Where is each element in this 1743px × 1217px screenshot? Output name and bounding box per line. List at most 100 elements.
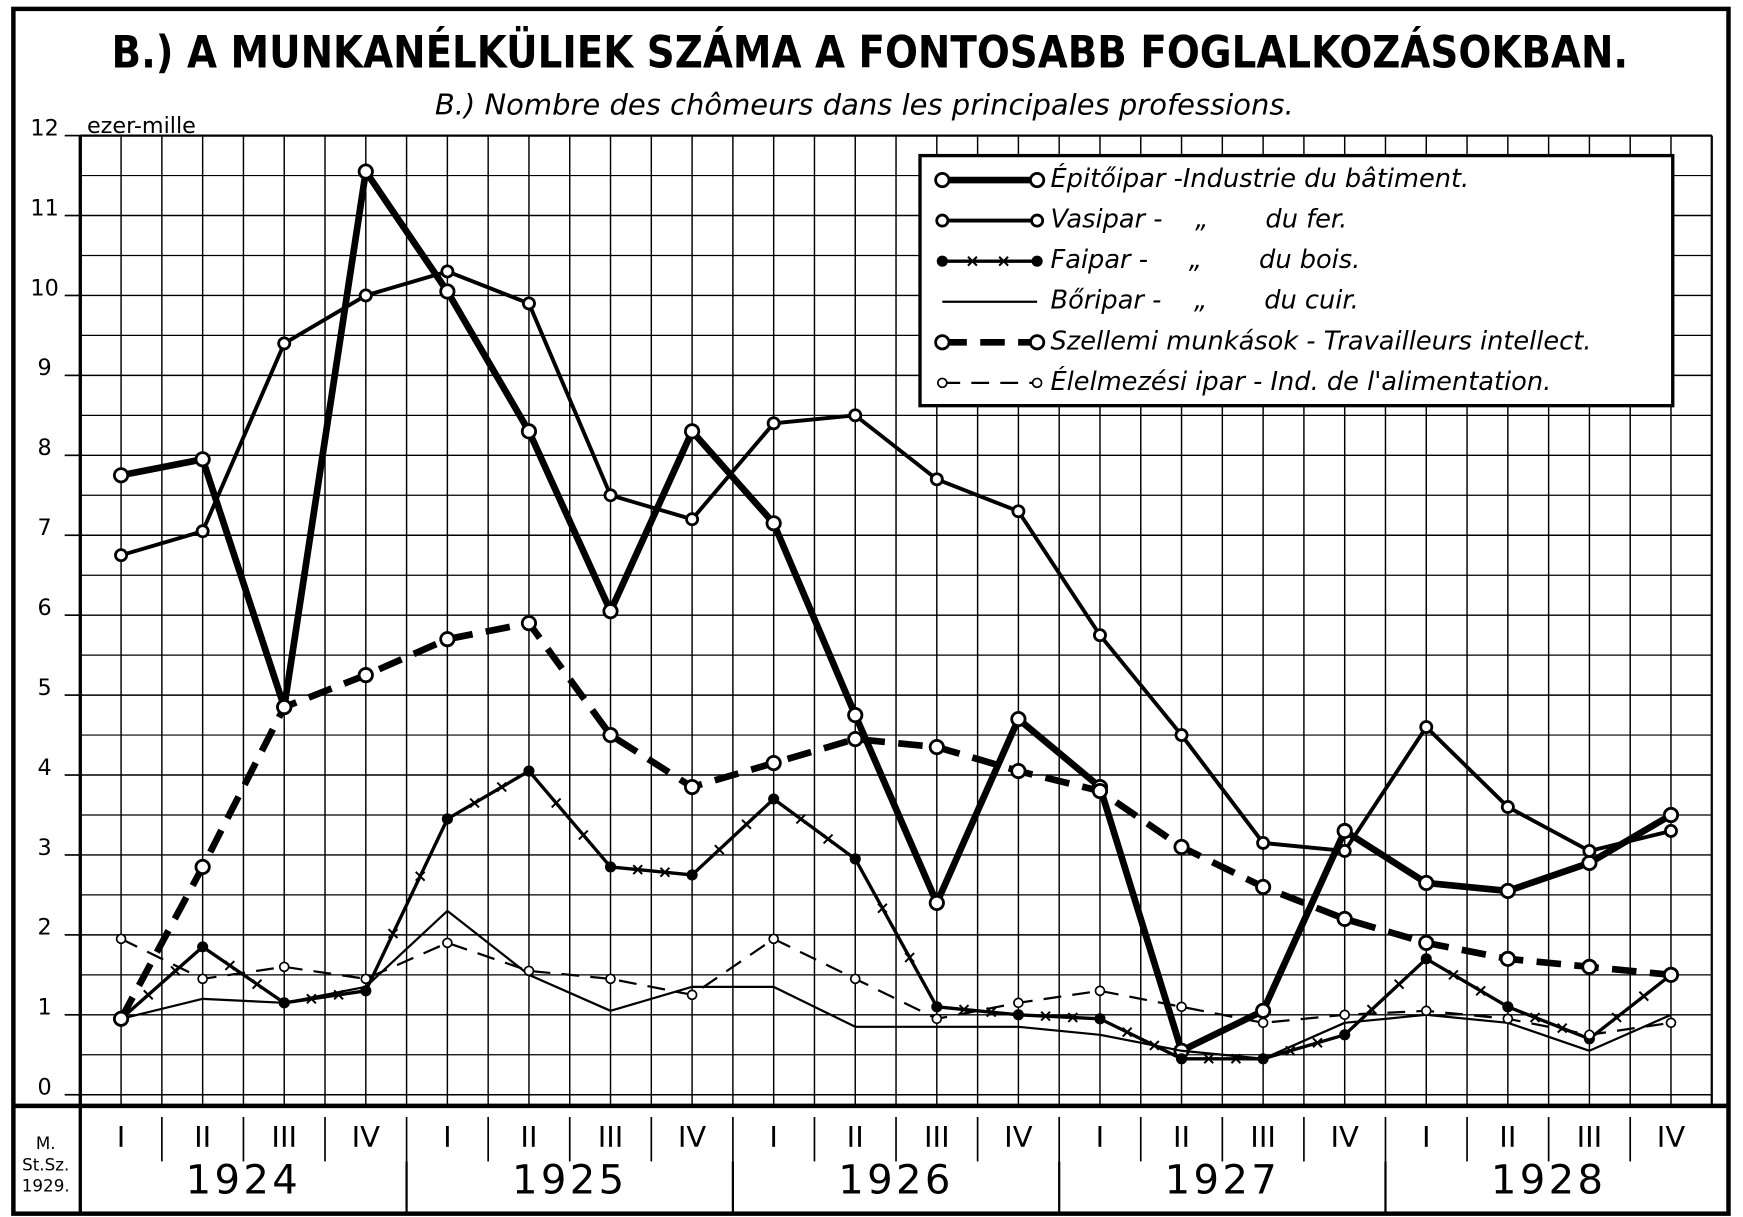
- x-marker: [1040, 1010, 1051, 1022]
- x-marker: [1393, 979, 1405, 990]
- x-marker: [632, 864, 643, 875]
- y-tick-label: 9: [38, 355, 52, 381]
- x-marker: [877, 903, 888, 914]
- marker: [929, 472, 944, 487]
- marker: [847, 731, 864, 748]
- marker: [934, 171, 951, 189]
- legend-label: Vasipar - „ du fer.: [1050, 205, 1347, 235]
- marker: [1500, 800, 1515, 814]
- marker: [684, 778, 701, 796]
- x-marker: [1448, 969, 1459, 981]
- marker: [1662, 806, 1680, 824]
- marker: [847, 707, 864, 724]
- x-marker: [795, 813, 807, 825]
- marker: [114, 548, 129, 563]
- marker: [112, 1010, 130, 1027]
- year-label: 1927: [1165, 1158, 1281, 1204]
- x-marker: [469, 797, 480, 809]
- marker: [1094, 1013, 1106, 1025]
- marker: [1029, 171, 1046, 189]
- legend-label: Élelmezési ipar - Ind. de l'alimentation…: [1050, 367, 1551, 397]
- x-tick-label: III: [1250, 1120, 1276, 1154]
- year-label: 1924: [186, 1158, 302, 1204]
- x-marker: [1638, 991, 1649, 1002]
- chart-subtitle: B.) Nombre des chômeurs dans les princip…: [435, 88, 1294, 122]
- marker: [848, 408, 863, 423]
- marker: [849, 973, 861, 985]
- marker: [1418, 934, 1435, 951]
- x-marker: [387, 928, 399, 939]
- marker: [1499, 950, 1516, 967]
- y-tick-label: 0: [38, 1075, 52, 1101]
- y-tick-label: 8: [38, 435, 52, 461]
- marker: [520, 423, 538, 440]
- marker: [934, 334, 951, 351]
- x-marker: [578, 829, 589, 841]
- x-tick-label: I: [1422, 1120, 1431, 1154]
- y-tick-label: 1: [38, 995, 52, 1021]
- x-tick-label: IV: [1657, 1120, 1686, 1154]
- series-line: [120, 909, 1672, 1060]
- marker: [1419, 720, 1434, 735]
- legend-box: [918, 153, 1675, 408]
- marker: [1176, 1001, 1187, 1013]
- frame: [11, 6, 1731, 1216]
- marker: [1581, 958, 1598, 975]
- marker: [520, 615, 538, 632]
- x-tick-label: IV: [1330, 1120, 1359, 1154]
- marker: [360, 973, 372, 985]
- x-marker: [496, 781, 507, 793]
- marker: [1256, 836, 1271, 850]
- x-marker: [251, 979, 263, 990]
- marker: [1010, 762, 1027, 780]
- series: [114, 264, 1678, 858]
- marker: [602, 727, 619, 744]
- marker: [1584, 1029, 1595, 1041]
- marker: [604, 861, 617, 873]
- marker: [115, 933, 127, 945]
- marker: [194, 451, 211, 468]
- marker: [1175, 1053, 1188, 1065]
- x-marker: [998, 256, 1009, 267]
- year-label: 1925: [512, 1158, 628, 1204]
- marker: [1255, 1002, 1272, 1019]
- marker: [686, 869, 698, 881]
- marker: [523, 965, 535, 977]
- marker: [1665, 1017, 1677, 1029]
- series: [115, 933, 1677, 1041]
- series-line: [120, 168, 1673, 1055]
- marker: [1582, 844, 1597, 858]
- marker: [442, 937, 453, 949]
- marker: [195, 524, 210, 539]
- x-tick-label: I: [769, 1120, 778, 1154]
- marker: [849, 853, 861, 865]
- marker: [1011, 504, 1026, 519]
- series-line: [120, 937, 1672, 1036]
- x-tick-label: I: [443, 1120, 452, 1154]
- marker: [197, 941, 209, 953]
- marker: [358, 288, 373, 303]
- x-marker: [1475, 985, 1486, 996]
- marker: [112, 467, 130, 484]
- marker: [1255, 878, 1272, 895]
- x-tick-label: II: [1173, 1120, 1190, 1154]
- y-tick-label: 12: [30, 115, 58, 141]
- y-tick-label: 2: [38, 915, 52, 941]
- marker: [1336, 910, 1353, 927]
- marker: [357, 667, 374, 684]
- y-tick-label: 10: [30, 275, 58, 301]
- y-tick-label: 4: [38, 755, 52, 781]
- x-marker: [1312, 1037, 1323, 1048]
- legend-entry: Szellemi munkások - Travailleurs intelle…: [934, 326, 1591, 356]
- marker: [1662, 966, 1680, 983]
- legend-entry: Bőripar - „ du cuir.: [942, 286, 1359, 316]
- series-line: [119, 769, 1673, 1061]
- legend-entry: Vasipar - „ du fer.: [935, 205, 1347, 235]
- x-tick-label: II: [194, 1120, 211, 1154]
- legend-label: Faipar - „ du bois.: [1050, 245, 1360, 275]
- marker: [935, 213, 950, 228]
- marker: [928, 894, 945, 911]
- marker: [1092, 628, 1107, 643]
- source: M.: [36, 1134, 56, 1153]
